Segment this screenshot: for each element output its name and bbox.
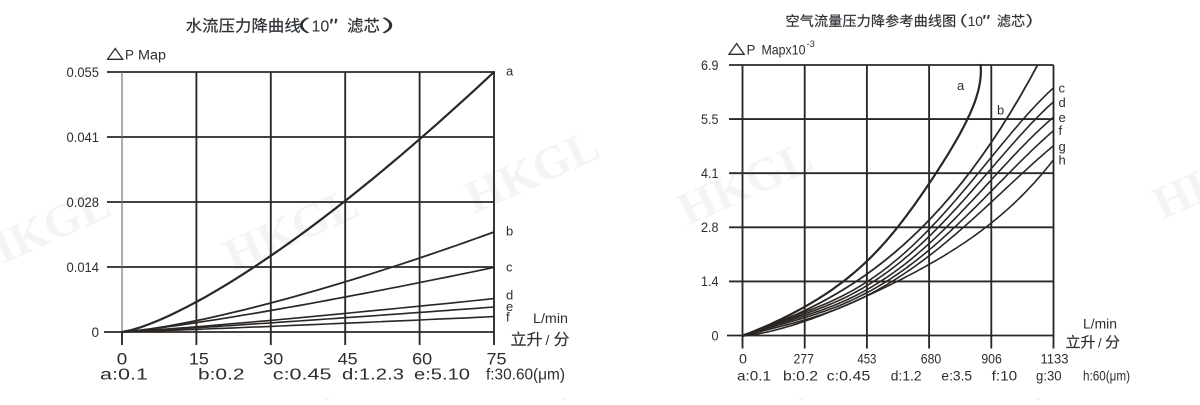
svg-text:0.055: 0.055	[67, 65, 100, 80]
svg-text:L/min: L/min	[533, 311, 568, 326]
svg-text:a:0.1: a:0.1	[737, 368, 771, 384]
svg-text:Map: Map	[138, 48, 166, 63]
svg-text:0.014: 0.014	[67, 260, 100, 275]
svg-text:f: f	[1059, 123, 1063, 138]
svg-text:10: 10	[312, 19, 330, 36]
svg-text:453: 453	[857, 352, 876, 367]
svg-text:0: 0	[92, 325, 100, 340]
svg-text:75: 75	[487, 351, 507, 369]
svg-text:6.9: 6.9	[701, 58, 719, 73]
svg-text:d:1.2: d:1.2	[891, 368, 922, 384]
svg-text:906: 906	[981, 352, 1002, 367]
svg-text:d: d	[506, 288, 513, 303]
svg-text:f:10: f:10	[992, 368, 1018, 384]
svg-text:/: /	[1098, 336, 1102, 351]
svg-text:2.8: 2.8	[701, 220, 719, 235]
svg-text:g: g	[1059, 139, 1066, 154]
svg-text:10: 10	[968, 14, 984, 29]
svg-text:b: b	[506, 224, 513, 239]
svg-text:b:0.2: b:0.2	[783, 368, 818, 384]
svg-text:f: f	[506, 310, 510, 325]
svg-text:0: 0	[117, 351, 128, 369]
svg-text:d:1.2.3: d:1.2.3	[342, 367, 404, 384]
svg-text:680: 680	[921, 352, 942, 367]
svg-text:L/min: L/min	[1083, 317, 1117, 332]
svg-text:0.041: 0.041	[67, 130, 100, 145]
svg-text:e:5.10: e:5.10	[414, 367, 470, 384]
svg-text:15: 15	[189, 351, 209, 369]
svg-text:0: 0	[712, 328, 719, 343]
svg-text:Mapx10: Mapx10	[762, 43, 806, 58]
svg-text:1.4: 1.4	[701, 274, 719, 289]
svg-text:e: e	[506, 299, 513, 314]
svg-text:a:0.1: a:0.1	[100, 367, 148, 384]
svg-text:h:60(μm): h:60(μm)	[1083, 368, 1130, 384]
svg-text:30: 30	[263, 351, 283, 369]
svg-text:0.028: 0.028	[67, 195, 100, 210]
svg-text:/: /	[546, 332, 550, 348]
svg-text:a: a	[506, 64, 514, 79]
svg-text:1133: 1133	[1041, 352, 1069, 367]
svg-text:g:30: g:30	[1036, 368, 1062, 384]
svg-text:e:3.5: e:3.5	[941, 368, 972, 384]
svg-text:h: h	[1059, 153, 1066, 168]
svg-text:e: e	[1059, 110, 1066, 125]
svg-text:-3: -3	[807, 39, 815, 50]
svg-text:b: b	[997, 103, 1004, 118]
svg-text:c:0.45: c:0.45	[827, 368, 871, 384]
svg-text:c: c	[506, 260, 513, 275]
svg-text:P: P	[747, 43, 756, 58]
svg-text:a: a	[957, 78, 965, 93]
svg-text:P: P	[125, 48, 134, 63]
svg-text:277: 277	[793, 352, 814, 367]
svg-text:d: d	[1059, 95, 1066, 110]
svg-text:f:30.60(μm): f:30.60(μm)	[486, 367, 565, 384]
svg-text:0: 0	[739, 352, 747, 367]
svg-text:60: 60	[412, 351, 432, 369]
svg-text:5.5: 5.5	[701, 112, 719, 127]
svg-text:c: c	[1059, 81, 1066, 96]
svg-text:4.1: 4.1	[701, 166, 719, 181]
svg-text:b:0.2: b:0.2	[198, 367, 245, 384]
svg-text:c:0.45: c:0.45	[273, 367, 332, 384]
svg-text:45: 45	[338, 351, 358, 369]
